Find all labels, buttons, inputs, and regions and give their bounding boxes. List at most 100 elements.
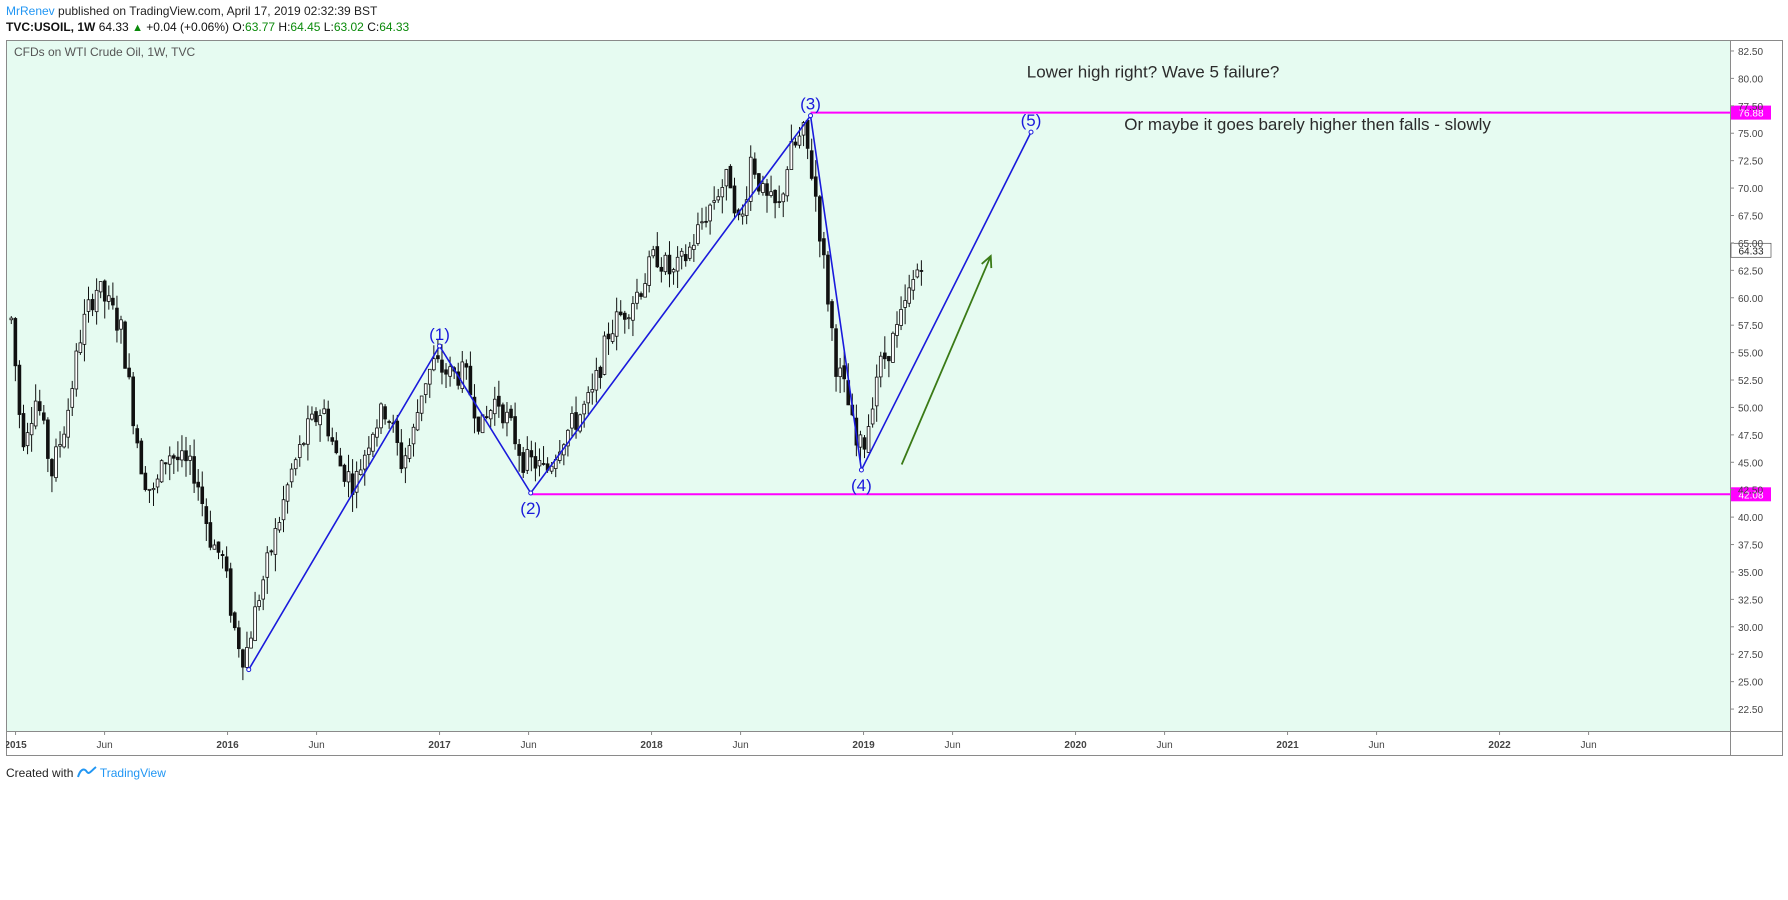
y-tick-label: 82.50	[1738, 47, 1763, 58]
candle-body	[314, 411, 318, 423]
candle-body	[86, 299, 91, 312]
x-tick-label: Jun	[945, 740, 961, 751]
y-tick-label: 27.50	[1738, 650, 1763, 661]
x-tick-label: Jun	[733, 740, 749, 751]
wave-point-handle[interactable]	[437, 343, 443, 349]
symbol-label[interactable]: TVC:USOIL, 1W	[6, 20, 96, 34]
candle-body	[74, 350, 79, 390]
level-price-tag	[1731, 105, 1771, 120]
candle-body	[826, 254, 830, 305]
candle-body	[172, 455, 176, 459]
annotation-group: Lower high right? Wave 5 failure? Or mayb…	[1027, 62, 1492, 134]
candle-body	[460, 361, 465, 389]
candle-body	[732, 185, 737, 214]
y-tick-label: 47.50	[1738, 431, 1763, 442]
elliott-wave-line[interactable]	[248, 113, 1032, 670]
y-tick-label: 55.00	[1738, 349, 1763, 360]
candle-body	[874, 376, 879, 407]
candle-body	[866, 426, 871, 453]
wave-label: (5)	[1021, 111, 1042, 130]
author-link[interactable]: MrRenev	[6, 4, 55, 18]
candle-body	[813, 176, 818, 197]
last-price-tag	[1730, 242, 1772, 258]
candle-body	[801, 122, 806, 136]
wave-point-handle[interactable]	[808, 113, 814, 119]
candle-body	[667, 254, 672, 275]
candle-body	[911, 279, 916, 291]
candle-body	[411, 426, 416, 445]
y-tick-label: 57.50	[1738, 321, 1763, 332]
wave-point-handle[interactable]	[246, 667, 252, 673]
y-tick-label: 45.00	[1738, 458, 1763, 469]
candle-body	[838, 367, 842, 378]
price-chart[interactable]: CFDs on WTI Crude Oil, 1W, TVC 76.88 42.0…	[4, 40, 1783, 756]
candle-body	[42, 412, 46, 421]
plot-area[interactable]	[6, 40, 1730, 731]
candle-body	[159, 460, 164, 483]
candle-body	[716, 196, 721, 201]
candle-body	[631, 303, 635, 321]
candle-body	[330, 437, 335, 442]
level-price-tag	[1731, 487, 1771, 502]
publish-header: MrRenev published on TradingView.com, Ap…	[6, 4, 377, 18]
candle-body	[740, 213, 745, 217]
candle-body	[371, 433, 375, 452]
wave-label: (2)	[520, 499, 541, 518]
x-tick-label: 2022	[1488, 740, 1511, 751]
candle-body	[574, 412, 578, 430]
x-tick-label: Jun	[1369, 740, 1385, 751]
candle-body	[809, 150, 814, 179]
candle-body	[224, 556, 229, 572]
candle-body	[622, 312, 627, 320]
last-price: 64.33	[98, 20, 129, 34]
candle-body	[818, 196, 822, 242]
candle-body	[326, 408, 331, 437]
candle-body	[245, 647, 249, 668]
annotation-text[interactable]: Lower high right? Wave 5 failure?	[1027, 62, 1280, 81]
y-tick-label: 35.00	[1738, 568, 1763, 579]
candle-body	[440, 359, 444, 373]
candle-body	[281, 499, 286, 521]
candle-body	[724, 169, 729, 187]
tradingview-brand-link[interactable]: TradingView	[99, 766, 166, 780]
candle-body	[237, 627, 241, 650]
candle-body	[464, 363, 469, 368]
annotation-text[interactable]: Or maybe it goes barely higher then fall…	[1124, 115, 1491, 134]
candle-body	[797, 135, 802, 146]
y-tick-label: 60.00	[1738, 294, 1763, 305]
footer: Created with TradingView	[6, 766, 166, 780]
y-tick-label: 70.00	[1738, 184, 1763, 195]
price-axis-labels: 82.50 80.00 77.50 75.00 72.50 70.00 67.50 65.00…	[1730, 47, 1763, 716]
candle-body	[476, 416, 481, 432]
candle-body	[834, 328, 838, 377]
wave-point-handle[interactable]	[858, 467, 864, 473]
y-tick-label: 50.00	[1738, 403, 1763, 414]
candle-body	[582, 403, 586, 415]
candle-body	[748, 156, 753, 202]
wave-point-handle[interactable]	[1028, 129, 1034, 135]
candle-body	[58, 444, 62, 447]
price-axis[interactable]	[1730, 40, 1783, 731]
triangle-up-icon: ▲	[132, 22, 143, 34]
wave-point-handle[interactable]	[528, 490, 534, 496]
time-axis[interactable]	[6, 731, 1730, 756]
candle-body	[196, 481, 200, 488]
candle-body	[728, 165, 733, 189]
level-price-label: 42.08	[1738, 490, 1763, 501]
chart-container[interactable]: CFDs on WTI Crude Oil, 1W, TVC 76.88 42.0…	[4, 40, 1783, 756]
levels-group: 76.88 42.08 64.33	[530, 105, 1772, 502]
candle-body	[375, 427, 379, 438]
candle-body	[862, 437, 867, 450]
candle-body	[151, 488, 156, 491]
candle-body	[46, 419, 50, 459]
candles-group	[9, 119, 924, 681]
candle-body	[216, 541, 221, 553]
candle-body	[82, 313, 87, 345]
candle-body	[167, 455, 172, 465]
y-tick-label: 40.00	[1738, 513, 1763, 524]
candle-body	[289, 468, 294, 483]
trend-arrow[interactable]	[900, 255, 992, 465]
candle-body	[436, 355, 440, 360]
candle-body	[915, 269, 920, 278]
close-label: C:	[367, 20, 380, 34]
